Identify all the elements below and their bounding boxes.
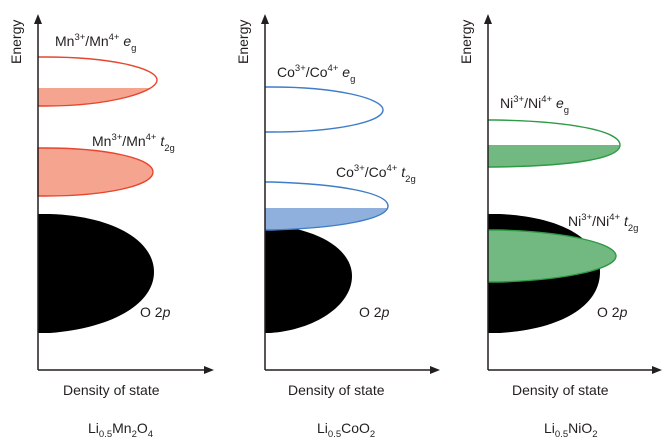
- axes: [484, 14, 662, 374]
- t2g-label: Mn3+/Mn4+ t2g: [92, 132, 175, 154]
- energy-axis-label: Energy: [458, 20, 474, 64]
- eg-band-filled-half: [488, 145, 620, 167]
- t2g-band: [37, 147, 154, 197]
- eg-band-filled-half: [38, 88, 151, 106]
- axes: [261, 14, 440, 374]
- o2p-band: [265, 225, 352, 333]
- t2g-band: [265, 181, 389, 231]
- compound-caption: Li0.5Mn2O4: [88, 420, 153, 440]
- panel-co: Energy Density of state Co3+/Co4+ eg Co3…: [235, 14, 440, 440]
- t2g-label: Co3+/Co4+ t2g: [336, 163, 416, 185]
- dos-axis-label: Density of state: [512, 382, 609, 398]
- compound-caption: Li0.5NiO2: [544, 420, 598, 440]
- eg-label: Mn3+/Mn4+ eg: [55, 32, 136, 54]
- eg-band: [488, 119, 621, 168]
- eg-band: [265, 86, 384, 133]
- panel-mn: Energy Density of state Mn3+/Mn4+ eg Mn3…: [8, 14, 214, 440]
- o2p-label: O 2p: [359, 304, 390, 320]
- o2p-label: O 2p: [597, 304, 628, 320]
- dos-axis-label: Density of state: [288, 382, 385, 398]
- axes: [34, 14, 214, 374]
- o2p-label: O 2p: [140, 304, 171, 320]
- energy-axis-label: Energy: [8, 20, 24, 64]
- dos-axis-label: Density of state: [63, 382, 160, 398]
- t2g-band-filled-half: [265, 208, 388, 230]
- eg-label: Co3+/Co4+ eg: [277, 63, 355, 85]
- panel-ni: Energy Density of state Ni3+/Ni4+ eg Ni3…: [458, 14, 662, 440]
- energy-axis-label: Energy: [235, 20, 251, 64]
- t2g-label: Ni3+/Ni4+ t2g: [568, 212, 638, 234]
- t2g-band: [487, 229, 617, 283]
- eg-band: [38, 56, 158, 107]
- o2p-band: [38, 214, 154, 333]
- eg-label: Ni3+/Ni4+ eg: [500, 94, 569, 116]
- compound-caption: Li0.5CoO2: [317, 420, 375, 440]
